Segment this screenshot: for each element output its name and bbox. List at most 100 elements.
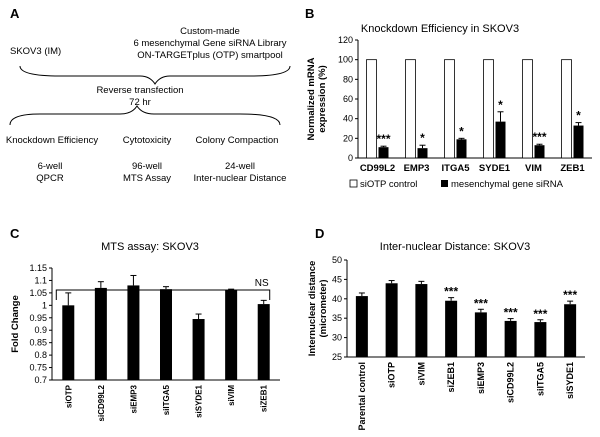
bar-control [561, 59, 572, 159]
bar [94, 287, 107, 380]
y-tick-label: 60 [343, 94, 353, 104]
transfection-line-2: 72 hr [129, 97, 151, 108]
bar-sirna [456, 139, 467, 158]
panel-label-b: B [305, 6, 315, 21]
significance-label: *** [504, 306, 518, 320]
cell-line-text: SKOV3 (IM) [10, 46, 62, 57]
bar [257, 304, 270, 380]
significance-label: * [576, 109, 581, 123]
assay-method-colony: Inter-nuclear Distance [193, 173, 287, 184]
bar-control [405, 59, 416, 159]
ns-bracket [55, 289, 271, 300]
x-tick-label: siSYDE1 [195, 384, 204, 417]
assay-method-knockdown: QPCR [36, 173, 64, 184]
significance-label: * [420, 131, 425, 145]
chart-title: MTS assay: SKOV3 [101, 241, 199, 253]
bar [474, 312, 487, 357]
brace-top [9, 65, 291, 126]
y-axis-label-line2: (micrometer) [318, 279, 329, 337]
x-tick-label: CD99L2 [360, 163, 395, 174]
bar-sirna [378, 147, 389, 158]
bar [225, 290, 238, 380]
y-tick-label: 1.05 [29, 288, 47, 298]
x-tick-label: siITGA5 [162, 384, 171, 415]
x-tick-label: siCD99L2 [506, 362, 516, 403]
y-tick-label: 25 [332, 352, 342, 362]
x-tick-label: siZEB1 [446, 362, 456, 393]
y-tick-label: 0.75 [29, 363, 47, 373]
legend-label-control: siOTP control [360, 179, 417, 190]
y-tick-label: 35 [332, 313, 342, 323]
y-tick-label: 20 [343, 133, 353, 143]
x-tick-label: siCD99L2 [97, 384, 106, 421]
library-line-1: Custom-made [180, 26, 240, 37]
y-tick-label: 1.1 [34, 275, 47, 285]
bar [192, 319, 205, 380]
chart-knockdown-efficiency: Knockdown Efficiency in SKOV3 0 20 40 60 80 10… [306, 23, 592, 190]
bar-control [522, 59, 533, 159]
bar-sirna [573, 125, 584, 158]
y-tick-label: 0.8 [34, 350, 47, 360]
y-tick-label: 30 [332, 333, 342, 343]
legend-swatch-control [349, 179, 358, 188]
bar [415, 284, 428, 357]
y-axis-label: Fold Change [10, 295, 21, 353]
x-tick-label: siVIM [416, 362, 426, 386]
assay-format-cytotoxicity: 96-well [131, 161, 163, 172]
panel-label: A [10, 6, 20, 21]
bar-sirna [495, 121, 506, 158]
panel-a: A SKOV3 (IM) Custom-made 6 mesenchymal G… [0, 0, 300, 215]
bar [534, 322, 547, 357]
bar [504, 320, 517, 357]
x-tick-label: siEMP3 [476, 362, 486, 394]
bar [160, 289, 172, 380]
y-tick-label: 0.95 [29, 313, 47, 323]
chart-title: Inter-nuclear Distance: SKOV3 [380, 241, 530, 253]
y-tick-label: 0.7 [34, 375, 47, 385]
assay-title-cytotoxicity: Cytotoxicity [122, 135, 172, 146]
y-tick-label: 40 [343, 114, 353, 124]
x-tick-label: siITGA5 [535, 362, 545, 396]
bar [445, 300, 458, 357]
x-tick-label: siEMP3 [129, 384, 138, 413]
significance-label: *** [444, 285, 458, 299]
bar-sirna [417, 148, 428, 158]
ns-label: NS [255, 278, 269, 289]
panel-label-c: C [10, 226, 20, 241]
brace-bottom [9, 105, 281, 126]
bar [127, 285, 140, 380]
x-tick-label: siSYDE1 [565, 362, 575, 399]
x-tick-label: EMP3 [404, 163, 430, 174]
chart-mts-assay: MTS assay: SKOV3 0.7 0.75 0.8 0.85 0.9 0.95 1 1.… [10, 241, 280, 421]
significance-label: *** [533, 307, 547, 321]
bar-sirna [534, 145, 545, 158]
y-tick-label: 0 [348, 153, 353, 163]
assay-format-knockdown: 6-well [37, 161, 63, 172]
y-tick-label: 0.9 [34, 325, 47, 335]
y-tick-label: 50 [332, 255, 342, 265]
y-tick-label: 1.15 [29, 263, 47, 273]
panel-label-d: D [315, 226, 325, 241]
x-tick-label: VIM [525, 163, 542, 174]
x-tick-label: Parental control [357, 362, 367, 431]
y-axis-label-line1: Internuclear distance [307, 261, 318, 357]
x-tick-label: SYDE1 [479, 163, 511, 174]
bar-control [483, 59, 494, 159]
significance-label: *** [563, 288, 577, 302]
y-tick-label: 0.85 [29, 338, 47, 348]
library-line-2: 6 mesenchymal Gene siRNA Library [133, 38, 287, 49]
y-tick-label: 45 [332, 274, 342, 284]
y-tick-label: 40 [332, 294, 342, 304]
x-tick-label: ITGA5 [442, 163, 471, 174]
significance-label: *** [532, 130, 546, 144]
y-tick-label: 80 [343, 74, 353, 84]
legend-label-sirna: mesenchymal gene siRNA [451, 179, 564, 190]
y-tick-label: 100 [338, 55, 353, 65]
x-tick-label: siOTP [64, 384, 73, 408]
significance-label: * [498, 98, 503, 112]
significance-label: *** [474, 296, 488, 310]
x-tick-label: siZEB1 [260, 384, 269, 412]
bar [355, 296, 368, 357]
bar [62, 305, 75, 380]
chart-internuclear-distance: Inter-nuclear Distance: SKOV3 25 30 35 40 45 5… [307, 241, 585, 431]
